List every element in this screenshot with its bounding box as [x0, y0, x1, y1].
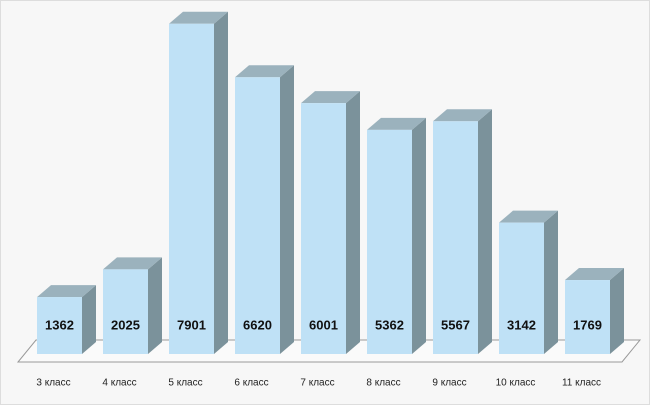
x-tick-label: 3 класс	[36, 378, 70, 389]
bar-top	[565, 268, 624, 281]
bar	[235, 77, 280, 354]
bar-side	[544, 210, 558, 354]
bar-top	[367, 117, 426, 130]
bar-side	[412, 117, 426, 354]
bar-side	[280, 65, 294, 354]
x-tick-label: 6 класс	[234, 378, 268, 389]
value-label: 1769	[573, 317, 602, 332]
x-tick-label: 8 класс	[366, 378, 400, 389]
bar-side	[346, 91, 360, 354]
value-label: 7901	[177, 317, 206, 332]
bar-side	[148, 257, 162, 354]
bar	[433, 121, 478, 354]
bar-top	[433, 109, 492, 122]
value-label: 1362	[45, 317, 74, 332]
bar-side	[214, 11, 228, 355]
bar-top	[301, 91, 360, 104]
bar	[169, 23, 214, 355]
x-tick-label: 9 класс	[432, 378, 466, 389]
bar	[103, 269, 148, 354]
bar	[565, 280, 610, 354]
x-tick-label: 10 класс	[496, 378, 536, 389]
bar-side	[610, 268, 624, 354]
bar	[367, 129, 412, 354]
bar-top	[37, 285, 96, 298]
value-label: 5362	[375, 317, 404, 332]
bar-top	[499, 210, 558, 223]
x-tick-label: 5 класс	[168, 378, 202, 389]
x-tick-label: 11 класс	[562, 378, 601, 389]
value-label: 2025	[111, 317, 140, 332]
value-label: 6001	[309, 317, 338, 332]
bar-top	[235, 65, 294, 78]
bar-top	[169, 11, 228, 24]
value-label: 5567	[441, 317, 470, 332]
bar	[301, 103, 346, 354]
bar-top	[103, 257, 162, 270]
x-tick-label: 4 класс	[102, 378, 136, 389]
bar	[37, 297, 82, 354]
x-tick-label: 7 класс	[300, 378, 334, 389]
bar-side	[478, 109, 492, 354]
value-label: 6620	[243, 317, 272, 332]
value-label: 3142	[507, 317, 536, 332]
bar-side	[82, 285, 96, 354]
bar	[499, 222, 544, 354]
